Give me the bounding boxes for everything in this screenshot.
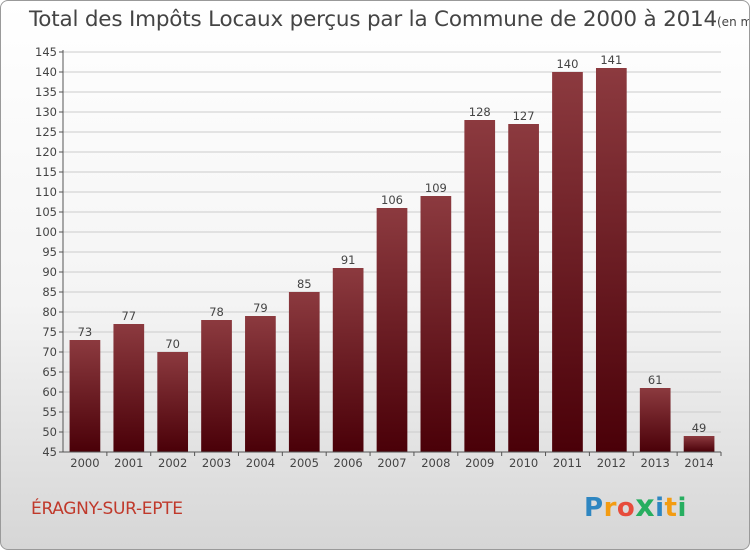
bar-value-label: 77 (121, 309, 136, 323)
bar (201, 320, 232, 452)
x-tick-label: 2012 (597, 456, 626, 470)
bar (683, 436, 715, 452)
logo-letter: i (655, 493, 665, 523)
bars (69, 68, 715, 452)
logo-letter: x (635, 489, 656, 524)
x-tick-label: 2001 (114, 456, 143, 470)
bar (288, 292, 320, 452)
x-tick-label: 2013 (641, 456, 670, 470)
y-tick-label: 95 (42, 245, 57, 259)
y-tick-label: 45 (42, 445, 57, 459)
bar-value-label: 73 (78, 325, 93, 339)
chart-title: Total des Impôts Locaux perçus par la Co… (29, 7, 749, 32)
bar-value-label: 78 (209, 305, 224, 319)
x-tick-label: 2003 (202, 456, 231, 470)
x-tick-label: 2002 (158, 456, 187, 470)
y-tick-label: 130 (35, 105, 57, 119)
y-tick-label: 70 (42, 345, 57, 359)
x-tick-label: 2011 (553, 456, 582, 470)
x-tick-label: 2008 (421, 456, 450, 470)
bar-value-label: 140 (556, 57, 578, 71)
y-tick-label: 50 (42, 425, 57, 439)
y-tick-label: 80 (42, 305, 57, 319)
bar (420, 196, 452, 452)
bar-value-label: 141 (600, 53, 622, 67)
y-tick-label: 145 (35, 45, 57, 59)
logo-letter: r (603, 493, 617, 523)
bar (245, 316, 276, 452)
x-tick-label: 2014 (684, 456, 713, 470)
bar (639, 388, 671, 452)
axes: 45 50 55 60 65 70 75 80 85 90 95 100 105 110 115 120 125… (35, 45, 722, 470)
title-text: Total des Impôts Locaux perçus par la Co… (29, 7, 717, 32)
y-tick-label: 100 (35, 225, 57, 239)
y-tick-label: 135 (35, 85, 57, 99)
y-tick-label: 65 (42, 365, 57, 379)
y-tick-label: 105 (35, 205, 57, 219)
y-tick-label: 125 (35, 125, 57, 139)
bar (464, 120, 496, 452)
bar (157, 352, 189, 452)
x-tick-label: 2007 (377, 456, 406, 470)
bar-value-label: 85 (297, 277, 312, 291)
y-tick-label: 85 (42, 285, 57, 299)
bar-value-label: 109 (425, 181, 447, 195)
y-tick-label: 115 (35, 165, 57, 179)
y-tick-label: 110 (35, 185, 57, 199)
proxiti-logo: Proxiti (584, 489, 687, 524)
bar-value-label: 127 (513, 109, 535, 123)
title-unit: (en milliers d'€) (717, 15, 749, 29)
bar (595, 68, 627, 452)
logo-letter: P (584, 493, 604, 523)
bar-value-label: 61 (648, 373, 663, 387)
x-tick-label: 2005 (290, 456, 319, 470)
bar (113, 324, 145, 452)
bar-value-label: 49 (692, 421, 707, 435)
x-tick-label: 2000 (70, 456, 99, 470)
value-labels: 73 77 70 78 79 85 91 106 109 128 127 140 141 61 49 (78, 53, 707, 435)
y-tick-label: 120 (35, 145, 57, 159)
logo-letter: o (616, 493, 636, 523)
bar (552, 72, 583, 452)
y-tick-label: 140 (35, 65, 57, 79)
x-tick-label: 2010 (509, 456, 538, 470)
bar-value-label: 70 (165, 337, 180, 351)
logo-letter: i (677, 493, 687, 523)
bar-value-label: 128 (469, 105, 491, 119)
bar-value-label: 79 (253, 301, 268, 315)
y-tick-label: 90 (42, 265, 57, 279)
x-tick-label: 2006 (333, 456, 362, 470)
bar (69, 340, 101, 452)
y-tick-label: 60 (42, 385, 57, 399)
y-tick-label: 75 (42, 325, 57, 339)
bar-value-label: 106 (381, 193, 403, 207)
y-tick-label: 55 (42, 405, 57, 419)
x-tick-label: 2009 (465, 456, 494, 470)
bar (332, 268, 364, 452)
x-tick-label: 2004 (246, 456, 275, 470)
commune-name: ÉRAGNY-SUR-EPTE (31, 499, 183, 519)
bar (376, 208, 408, 452)
bar (508, 124, 539, 452)
bar-value-label: 91 (341, 253, 356, 267)
logo-letter: t (664, 493, 678, 523)
